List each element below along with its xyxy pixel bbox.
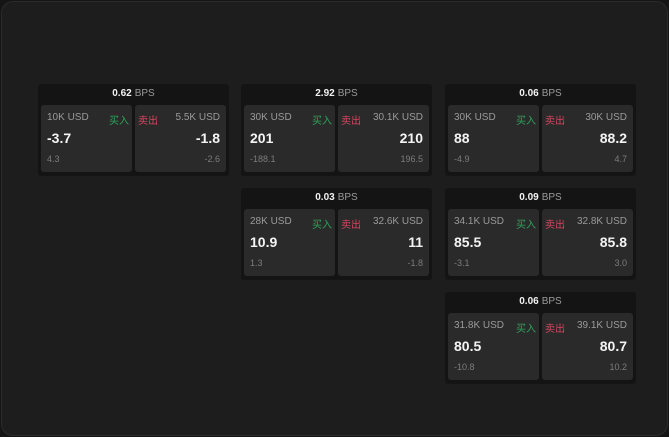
sell-panel[interactable]: 卖出 30K USD 88.2 4.7 [542,105,633,172]
buy-price: 10.9 [250,234,278,250]
buy-price: 201 [250,130,274,146]
sell-size: 5.5K USD [175,112,220,123]
sell-price: 80.7 [599,338,627,354]
sell-label: 卖出 [138,116,158,127]
sell-label: 卖出 [341,220,361,231]
buy-size: 30K USD [250,112,292,123]
buy-size: 30K USD [454,112,496,123]
buy-size: 10K USD [47,112,89,123]
spread-header: 0.06 BPS [445,84,636,104]
sell-size: 39.1K USD [576,320,627,331]
buy-price: 88 [454,130,470,146]
sell-label: 卖出 [545,116,565,127]
buy-label: 买入 [312,116,332,127]
buy-panel[interactable]: 28K USD 买入 10.9 1.3 [244,209,335,276]
sell-price: 85.8 [599,234,627,250]
spread-unit: BPS [337,192,358,203]
quote-card: 0.03 BPS 28K USD 买入 10.9 1.3 卖出 32.6K USD… [241,188,432,280]
sell-size: 30.1K USD [372,112,423,123]
sell-label: 卖出 [545,220,565,231]
buy-size: 28K USD [250,216,292,227]
sell-panel[interactable]: 卖出 30.1K USD 210 196.5 [338,105,429,172]
sell-size: 30K USD [585,112,627,123]
buy-change: -4.9 [454,154,470,164]
spread-value: 0.03 [315,192,335,203]
quote-card: 0.06 BPS 31.8K USD 买入 80.5 -10.8 卖出 39.1K… [445,292,636,384]
sell-change: -1.8 [407,258,423,268]
sell-change: -2.6 [204,154,220,164]
buy-size: 31.8K USD [454,320,505,331]
buy-label: 买入 [312,220,332,231]
sell-change: 3.0 [614,258,627,268]
spread-unit: BPS [134,88,155,99]
buy-change: -10.8 [454,362,475,372]
quote-card: 0.09 BPS 34.1K USD 买入 85.5 -3.1 卖出 32.8K … [445,188,636,280]
buy-price: -3.7 [47,130,72,146]
spread-unit: BPS [541,192,562,203]
spread-unit: BPS [337,88,358,99]
sell-size: 32.6K USD [372,216,423,227]
buy-panel[interactable]: 31.8K USD 买入 80.5 -10.8 [448,313,539,380]
buy-label: 买入 [516,220,536,231]
sell-price: 11 [408,234,423,250]
buy-change: -3.1 [454,258,470,268]
buy-panel[interactable]: 30K USD 买入 201 -188.1 [244,105,335,172]
spread-value: 0.06 [519,88,539,99]
buy-label: 买入 [109,116,129,127]
sell-label: 卖出 [341,116,361,127]
spread-value: 0.06 [519,296,539,307]
sell-change: 196.5 [400,154,423,164]
buy-panel[interactable]: 30K USD 买入 88 -4.9 [448,105,539,172]
sell-change: 4.7 [614,154,627,164]
buy-change: 4.3 [47,154,60,164]
sell-panel[interactable]: 卖出 5.5K USD -1.8 -2.6 [135,105,226,172]
spread-unit: BPS [541,296,562,307]
sell-price: -1.8 [195,130,220,146]
sell-price: 210 [399,130,423,146]
sell-price: 88.2 [599,130,627,146]
buy-price: 85.5 [454,234,482,250]
buy-label: 买入 [516,116,536,127]
sell-panel[interactable]: 卖出 32.8K USD 85.8 3.0 [542,209,633,276]
spread-header: 0.62 BPS [38,84,229,104]
sell-size: 32.8K USD [576,216,627,227]
spread-header: 0.03 BPS [241,188,432,208]
buy-change: 1.3 [250,258,263,268]
buy-label: 买入 [516,324,536,335]
buy-size: 34.1K USD [454,216,505,227]
spread-value: 0.09 [519,192,539,203]
sell-panel[interactable]: 卖出 32.6K USD 11 -1.8 [338,209,429,276]
spread-header: 2.92 BPS [241,84,432,104]
spread-unit: BPS [541,88,562,99]
sell-change: 10.2 [609,362,627,372]
spread-header: 0.09 BPS [445,188,636,208]
quote-card: 2.92 BPS 30K USD 买入 201 -188.1 卖出 30.1K U… [241,84,432,176]
spread-value: 2.92 [315,88,335,99]
spread-value: 0.62 [112,88,132,99]
sell-panel[interactable]: 卖出 39.1K USD 80.7 10.2 [542,313,633,380]
sell-label: 卖出 [545,324,565,335]
quote-card: 0.62 BPS 10K USD 买入 -3.7 4.3 卖出 5.5K USD … [38,84,229,176]
quote-card: 0.06 BPS 30K USD 买入 88 -4.9 卖出 30K USD 88… [445,84,636,176]
buy-change: -188.1 [250,154,276,164]
spread-header: 0.06 BPS [445,292,636,312]
buy-panel[interactable]: 34.1K USD 买入 85.5 -3.1 [448,209,539,276]
buy-panel[interactable]: 10K USD 买入 -3.7 4.3 [41,105,132,172]
buy-price: 80.5 [454,338,482,354]
